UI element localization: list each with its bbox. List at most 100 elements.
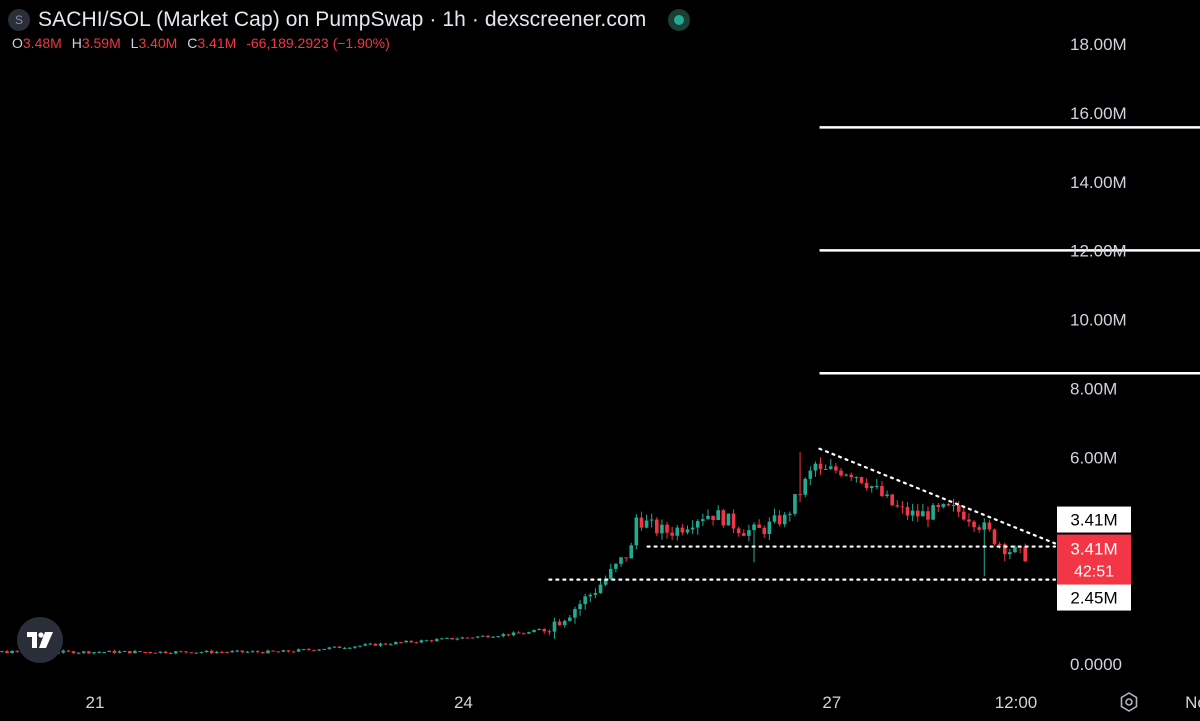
candle-body [777, 515, 782, 525]
candle-body [608, 568, 613, 579]
candle-body [194, 652, 199, 654]
candle-body [711, 515, 715, 520]
high-value: 3.59M [81, 35, 121, 51]
candle-body [542, 629, 547, 632]
levels-layer: (15.58M)(12.010M)(8.44M) [819, 126, 1200, 375]
candle-body [322, 648, 327, 650]
candle-body [644, 520, 649, 528]
candle-body [255, 651, 260, 653]
candle-body [675, 527, 680, 536]
candle-body [578, 604, 582, 610]
chart-header: S SACHI/SOL (Market Cap) on PumpSwap · 1… [8, 8, 691, 51]
candle-body [460, 637, 465, 639]
candle-body [614, 563, 618, 569]
candle-body [869, 486, 874, 489]
candle-body [997, 543, 1002, 545]
x-tick-label: 27 [822, 693, 841, 712]
candle-body [532, 630, 536, 633]
candle-body [337, 646, 342, 649]
y-tick-label: 14.00M [1070, 173, 1127, 192]
candle-body [946, 504, 951, 506]
candle-body [695, 521, 700, 528]
candle-body [470, 637, 475, 639]
candle-body [926, 511, 930, 520]
candle-body [752, 524, 756, 531]
close-key: C [187, 35, 198, 51]
candle-body [685, 529, 690, 533]
candle-body [951, 505, 956, 507]
candle-body [537, 629, 541, 631]
candle-body [1013, 546, 1017, 553]
price-badge-box [1057, 584, 1131, 611]
x-tick-label: 21 [86, 693, 105, 712]
title-row: S SACHI/SOL (Market Cap) on PumpSwap · 1… [8, 8, 691, 32]
candle-body [788, 513, 792, 515]
candle-body [680, 527, 685, 533]
candle-body [199, 652, 204, 654]
candle-body [15, 650, 20, 652]
candle-body [880, 486, 884, 497]
candle-body [972, 521, 976, 528]
candle-body [982, 522, 987, 530]
candle-body [92, 652, 96, 654]
y-tick-label: 12.00M [1070, 242, 1127, 261]
candle-body [603, 578, 608, 585]
candle-body [122, 651, 127, 653]
candle-body [491, 636, 495, 638]
candle-body [573, 609, 577, 618]
candle-body [148, 651, 153, 653]
current-price-badge-box [1057, 534, 1131, 585]
symbol-icon[interactable]: S [8, 9, 30, 31]
candle-body [358, 645, 362, 647]
live-status-icon[interactable] [668, 9, 691, 31]
candle-body [429, 640, 434, 642]
y-tick-label: 18.00M [1070, 35, 1127, 54]
high-key: H [71, 35, 82, 51]
candle-body [419, 640, 424, 643]
candle-body [312, 649, 316, 651]
candle-body [235, 650, 240, 652]
candle-body [204, 650, 209, 653]
candle-body [97, 652, 101, 654]
candle-body [828, 466, 833, 469]
candle-body [834, 466, 838, 471]
candle-body [291, 651, 296, 653]
candle-body [409, 640, 414, 643]
candle-body [655, 519, 659, 534]
candle-body [250, 651, 255, 653]
candle-body [327, 647, 332, 649]
candle-body [143, 651, 147, 653]
price-badges: 3.41M 3.41M 42:51 2.45M [1057, 506, 1131, 611]
candle-body [936, 505, 941, 507]
candle-body [117, 651, 122, 653]
candle-body [772, 515, 777, 522]
candle-body [353, 646, 357, 648]
candle-body [220, 651, 224, 653]
open-value: 3.48M [22, 35, 62, 51]
candle-body [593, 592, 598, 595]
candle-body [521, 633, 526, 635]
candle-body [440, 638, 444, 640]
candle-body [424, 640, 429, 642]
candle-body [747, 530, 751, 536]
x-tick-label: 24 [454, 693, 473, 712]
candle-body [915, 510, 920, 517]
candle-body [455, 638, 460, 640]
y-axis: 18.00M 16.00M 14.00M 12.00M 10.00M 8.00M 6.00M… [1070, 35, 1127, 674]
candle-body [266, 650, 270, 654]
candle-body [583, 596, 587, 605]
price-badge-label: 2.45M [1070, 589, 1117, 608]
tradingview-logo-icon[interactable] [17, 617, 63, 663]
candle-body [307, 649, 311, 651]
gear-icon[interactable] [1118, 691, 1140, 713]
candle-body [286, 650, 291, 652]
candle-body [475, 636, 480, 638]
candle-body [741, 533, 746, 536]
candle-body [271, 650, 275, 652]
candle-body [588, 594, 593, 597]
candle-body [905, 506, 910, 516]
candle-body [690, 527, 695, 530]
x-tick-label: Nov [1185, 693, 1200, 712]
